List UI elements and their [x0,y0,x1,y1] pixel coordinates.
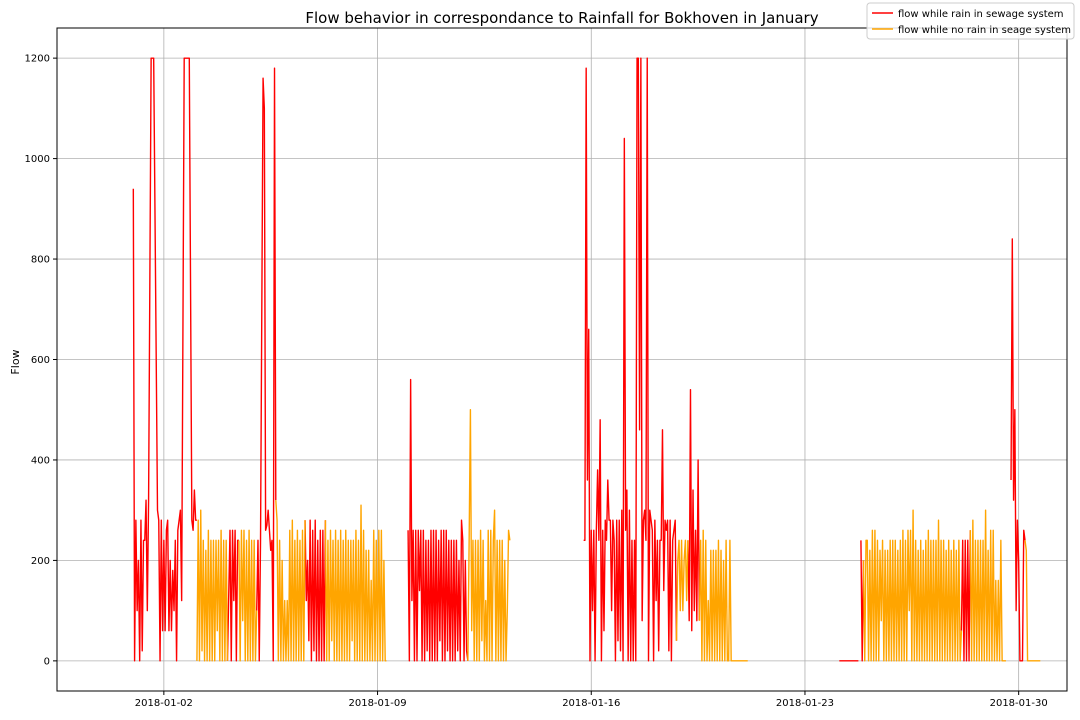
no-rain-flow-line [969,509,1006,662]
x-tick-label: 2018-01-09 [348,698,406,709]
y-tick-label: 0 [44,656,50,667]
legend-box [866,2,1075,40]
legend-label-rain: flow while rain in sewage system [898,9,1064,20]
rain-flow-line [226,529,239,662]
no-rain-flow-line [196,509,229,662]
y-tick-label: 600 [31,355,50,366]
y-axis-label: Flow [9,349,22,374]
x-tick-label: 2018-01-23 [776,698,834,709]
no-rain-flow-line [698,529,748,662]
y-axis-ticks: 0 200 400 600 800 1000 1200 [25,54,57,667]
chart-title: Flow behavior in correspondance to Rainf… [305,9,818,27]
rain-flow-line [583,57,678,662]
no-rain-flow-line [324,504,387,662]
no-rain-flow-line [275,500,306,662]
rain-flow-line [407,378,469,662]
series-lines [132,57,1041,662]
y-tick-label: 400 [31,455,50,466]
rain-flow-line [256,67,277,662]
x-tick-label: 2018-01-02 [135,698,193,709]
legend-label-no-rain: flow while no rain in seage system [898,25,1071,36]
no-rain-flow-line [238,529,258,662]
rain-flow-line [132,57,197,662]
x-tick-label: 2018-01-16 [562,698,620,709]
no-rain-flow-line [467,409,511,662]
no-rain-flow-line [1024,540,1041,662]
rain-flow-line [687,388,701,632]
no-rain-flow-line [862,509,963,662]
rain-flow-line [960,530,972,662]
rain-flow-line [304,519,327,662]
x-tick-label: 2018-01-30 [990,698,1048,709]
y-tick-label: 200 [31,556,50,567]
y-tick-label: 1200 [25,54,50,65]
x-axis-ticks: 2018-01-02 2018-01-09 2018-01-16 2018-01-23… [135,691,1048,709]
rain-flow-line [1010,238,1026,662]
legend: flow while rain in sewage system flow wh… [866,2,1075,40]
y-tick-label: 1000 [25,154,50,165]
no-rain-flow-line [675,539,689,641]
rain-flow-line [860,540,865,662]
y-tick-label: 800 [31,255,50,266]
